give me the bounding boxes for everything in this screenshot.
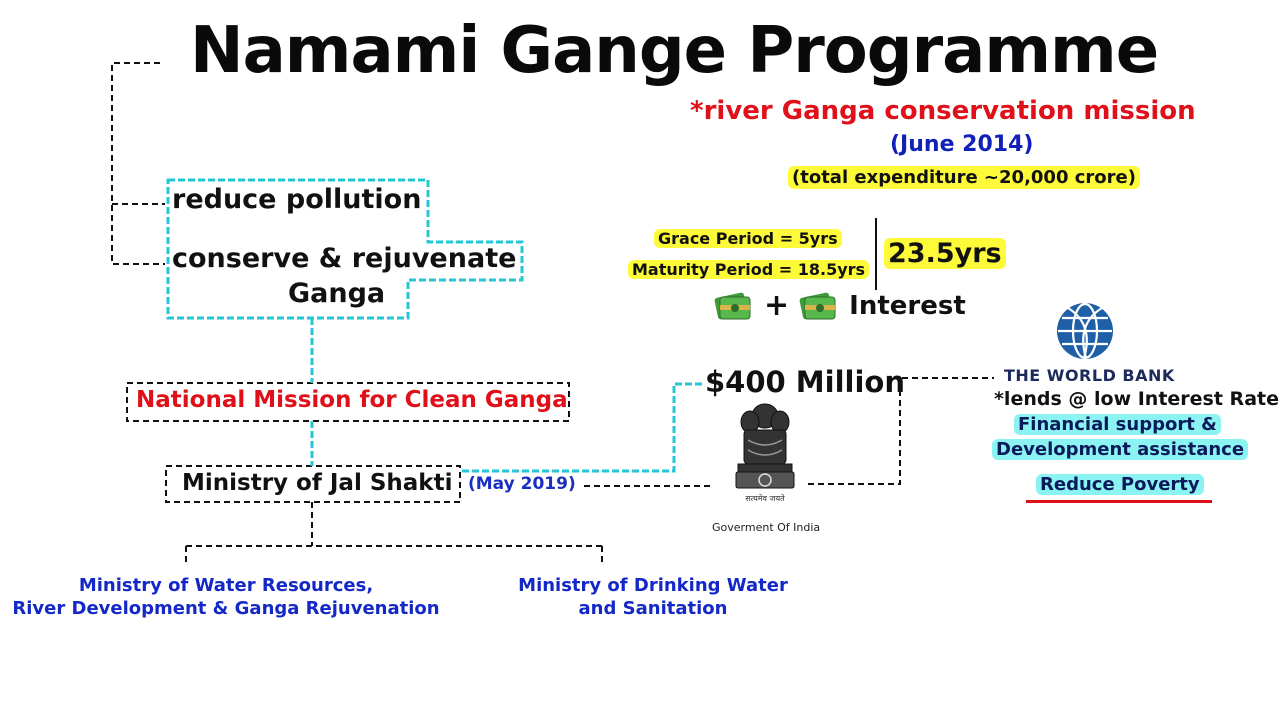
launch-date: (June 2014) <box>890 132 1034 157</box>
underline-divider <box>1026 500 1212 503</box>
sub-ministry-drinking-water: Ministry of Drinking Water and Sanitatio… <box>508 574 798 620</box>
repayment-row: + Interest <box>714 288 966 323</box>
world-bank-name: THE WORLD BANK <box>1004 366 1175 385</box>
government-label: Goverment Of India <box>712 521 821 534</box>
interest-label: Interest <box>849 290 966 321</box>
expenditure-note: (total expenditure ~20,000 crore) <box>788 166 1140 189</box>
grace-period: Grace Period = 5yrs <box>654 229 842 248</box>
money-icon <box>799 292 836 319</box>
government-to-worldbank-line <box>808 377 994 485</box>
ministry-date: (May 2019) <box>468 474 576 494</box>
objective-conserve: conserve & rejuvenate <box>172 243 517 274</box>
support-line-2: Development assistance <box>992 439 1249 460</box>
money-icon <box>714 292 751 319</box>
reduce-poverty-goal: Reduce Poverty <box>1036 474 1204 495</box>
svg-text:सत्यमेव जयते: सत्यमेव जयते <box>745 493 785 503</box>
maturity-period: Maturity Period = 18.5yrs <box>628 260 870 279</box>
ministry-box <box>165 465 461 503</box>
subtitle: *river Ganga conservation mission <box>690 96 1196 126</box>
ministry-name: Ministry of Jal Shakti <box>182 470 453 496</box>
objective-reduce-pollution: reduce pollution <box>172 184 422 215</box>
objective-conserve-ganga: Ganga <box>288 278 386 309</box>
support-line-1: Financial support & <box>1014 414 1221 435</box>
sub-ministry-line: and Sanitation <box>578 598 728 619</box>
world-bank-lends: *lends @ low Interest Rates <box>994 388 1280 410</box>
plus-sign: + <box>764 288 790 323</box>
national-emblem-icon: सत्यमेव जयते <box>735 403 795 503</box>
globe-icon <box>1057 302 1113 360</box>
mission-name: National Mission for Clean Ganga <box>136 387 568 413</box>
title-bracket-line <box>111 62 165 265</box>
loan-amount: $400 Million <box>705 365 905 399</box>
objectives-outline <box>166 178 524 320</box>
sub-ministry-line: Ministry of Water Resources, <box>78 575 374 596</box>
ministry-to-loan-line <box>462 382 704 473</box>
sub-ministry-line: River Development & Ganga Rejuvenation <box>12 598 440 619</box>
sub-ministry-tree <box>185 502 603 566</box>
sub-ministry-water-resources: Ministry of Water Resources, River Devel… <box>6 574 446 620</box>
mission-box <box>126 382 570 422</box>
sub-ministry-line: Ministry of Drinking Water <box>518 575 788 596</box>
page-title: Namami Gange Programme <box>190 14 1159 88</box>
total-period: 23.5yrs <box>884 238 1006 269</box>
